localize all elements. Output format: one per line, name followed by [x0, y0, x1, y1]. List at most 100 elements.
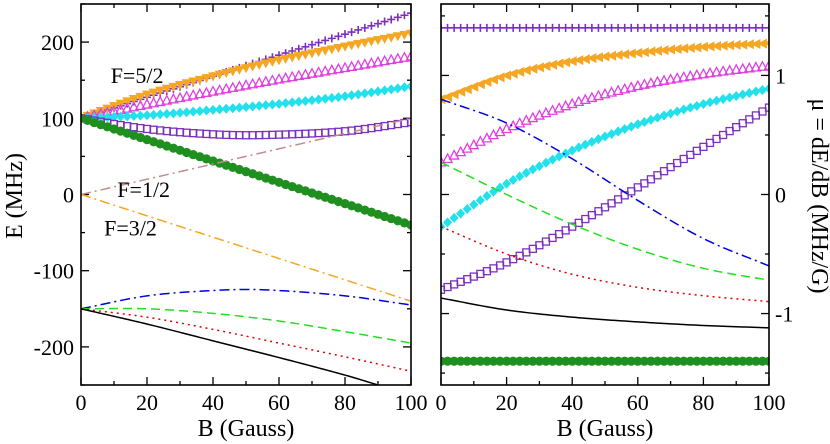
series-line: [81, 308, 411, 373]
data-point: [379, 34, 390, 44]
data-point: [442, 356, 453, 366]
right-panel: 0 20 40 60 80 100 1 0 -1 B (Gauss) μ = dE/dB (MH…: [436, 3, 830, 442]
data-point: [469, 199, 479, 210]
data-point: [592, 89, 605, 101]
data-point: [327, 92, 337, 103]
right-series-group: [441, 23, 769, 366]
data-point: [553, 102, 565, 113]
data-point: [625, 81, 637, 92]
data-point: [717, 65, 729, 76]
data-point: [744, 356, 754, 366]
data-point: [195, 106, 205, 117]
data-point: [692, 356, 702, 366]
data-point: [508, 356, 518, 366]
data-point: [214, 70, 225, 80]
data-point: [287, 53, 298, 63]
data-point: [96, 112, 106, 123]
right-y-tick-label: -1: [775, 302, 793, 327]
data-point: [730, 63, 742, 75]
data-point: [380, 17, 389, 26]
data-point: [399, 31, 410, 41]
data-point: [626, 48, 636, 59]
data-point: [737, 39, 748, 50]
data-point: [353, 40, 364, 50]
data-point: [725, 356, 735, 366]
data-point: [109, 111, 119, 122]
data-point: [313, 47, 324, 57]
data-point: [228, 103, 238, 114]
data-point: [469, 356, 479, 366]
label-f-3-2: F=3/2: [104, 216, 157, 241]
data-point: [712, 95, 722, 106]
data-point: [639, 47, 649, 58]
data-point: [587, 356, 597, 366]
data-point: [718, 40, 728, 51]
data-point: [321, 36, 330, 45]
data-point: [280, 54, 291, 64]
data-point: [698, 41, 708, 52]
data-point: [201, 105, 211, 116]
data-point: [540, 106, 552, 118]
data-point: [174, 91, 186, 103]
data-point: [155, 86, 166, 96]
series-m-1-2-f-3-2: [441, 161, 769, 281]
series-m-1-2-f-5-2: [81, 50, 411, 123]
data-point: [366, 37, 377, 47]
data-point: [175, 107, 185, 118]
data-point: [666, 108, 676, 119]
data-point: [764, 103, 769, 112]
data-point: [214, 83, 226, 95]
data-point: [612, 84, 624, 95]
data-point: [561, 148, 571, 159]
data-point: [679, 104, 689, 115]
data-point: [154, 95, 166, 107]
data-point: [718, 94, 728, 105]
data-point: [274, 56, 284, 66]
data-point: [175, 81, 185, 91]
data-point: [274, 98, 284, 109]
series-m-1-2-f-3-2: [441, 225, 769, 303]
data-point: [314, 38, 323, 47]
data-point: [142, 110, 152, 121]
series-line: [81, 117, 411, 196]
data-point: [366, 87, 376, 98]
data-point: [659, 110, 669, 121]
series-line: [441, 161, 769, 281]
data-point: [240, 79, 252, 90]
left-axes-frame: [80, 3, 412, 386]
left-y-tick-label: -200: [34, 335, 74, 360]
data-point: [181, 79, 192, 89]
data-point: [373, 36, 383, 46]
series-m-3-2-f-3-2: [441, 98, 769, 267]
data-point: [135, 92, 146, 102]
data-point: [347, 28, 356, 37]
data-point: [521, 65, 531, 76]
data-point: [227, 67, 238, 77]
right-x-tick-label: 40: [561, 390, 583, 415]
data-point: [580, 356, 590, 366]
data-point: [123, 122, 132, 131]
data-point: [757, 38, 767, 49]
data-point: [724, 40, 735, 51]
data-point: [580, 139, 590, 150]
data-point: [646, 114, 656, 125]
data-point: [750, 61, 762, 72]
data-point: [406, 220, 411, 230]
data-point: [392, 52, 404, 64]
data-point: [116, 111, 126, 122]
data-point: [679, 356, 689, 366]
right-y-axis-label: μ = dE/dB (MHz/G): [806, 98, 830, 293]
left-x-tick-label: 20: [136, 390, 158, 415]
series-line: [81, 307, 411, 344]
data-point: [241, 131, 251, 140]
data-point: [373, 86, 383, 97]
data-point: [508, 175, 518, 186]
series-m-1-2-f-3-2: [81, 308, 411, 373]
data-point: [528, 164, 538, 175]
series-m-3-2-f-3-2: [81, 308, 379, 385]
data-point: [619, 82, 631, 94]
data-point: [449, 212, 459, 223]
data-point: [273, 73, 285, 84]
data-point: [260, 59, 271, 69]
data-point: [692, 100, 702, 111]
